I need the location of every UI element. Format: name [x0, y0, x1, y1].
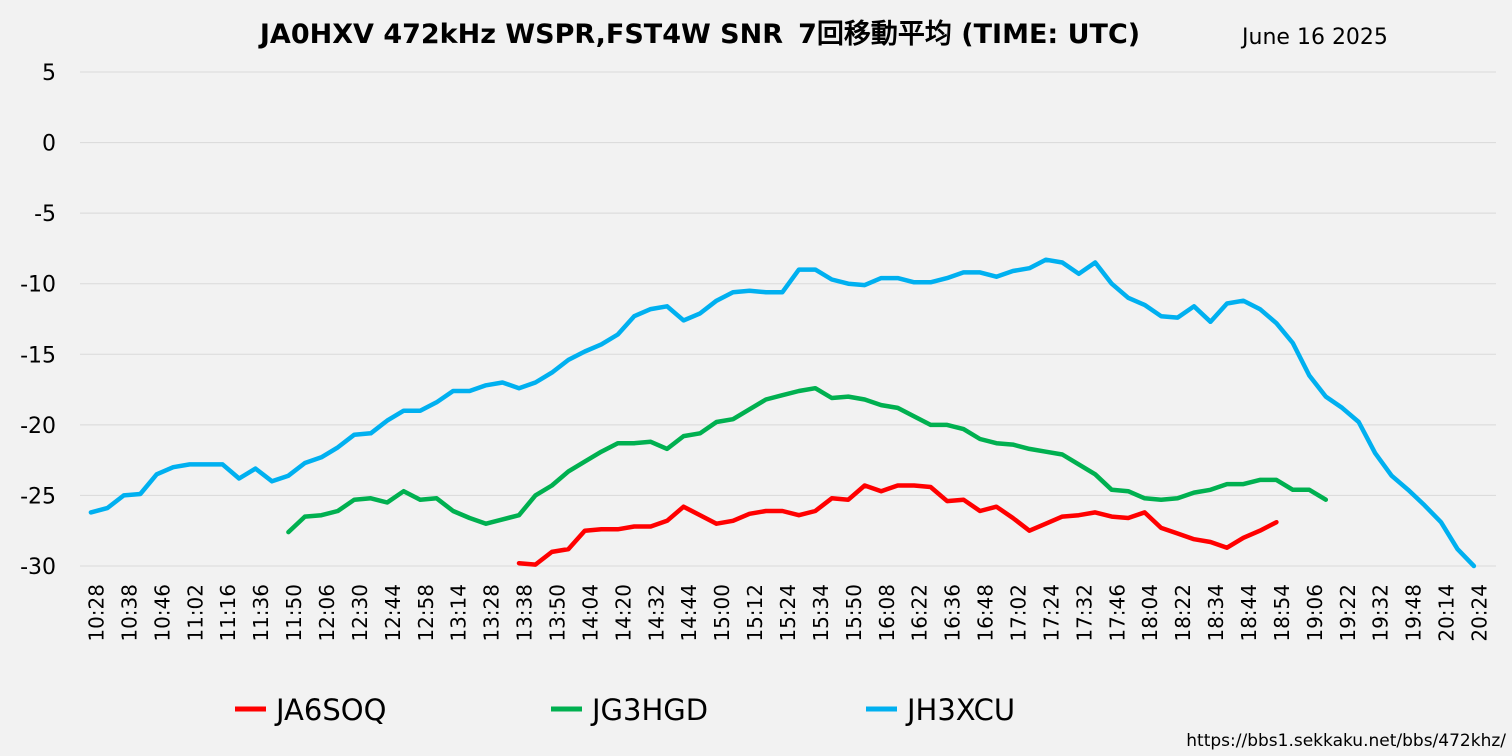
x-tick-label: 20:24: [1468, 584, 1492, 642]
x-axis-ticks: 10:28 10:38 10:46 11:02 11:16 11:36 11:50 12:06…: [84, 584, 1491, 642]
y-tick-label: 0: [42, 132, 56, 157]
x-tick-label: 15:34: [809, 584, 833, 642]
x-tick-label: 13:28: [480, 584, 504, 642]
chart-title-main: JA0HXV 472kHz WSPR,FST4W SNR: [258, 19, 783, 50]
y-axis-ticks: 5 0 -5 -10 -15 -20 -25 -30: [20, 61, 56, 580]
x-tick-label: 17:02: [1007, 584, 1031, 642]
legend-label-jg3hgd: JG3HGD: [590, 693, 708, 727]
series-line-ja6soq: [516, 483, 1279, 567]
chart-title-suffix: 7回移動平均 (TIME: UTC): [798, 19, 1140, 50]
x-tick-label: 11:36: [249, 584, 273, 642]
x-tick-label: 16:22: [908, 584, 932, 642]
x-tick-label: 18:22: [1171, 584, 1195, 642]
y-tick-label: -15: [20, 343, 56, 368]
legend: JA6SOQ JG3HGD JH3XCU: [235, 693, 1015, 727]
x-tick-label: 10:46: [150, 584, 174, 642]
x-tick-label: 13:14: [447, 584, 471, 642]
x-tick-label: 15:00: [710, 584, 734, 642]
y-tick-label: -30: [20, 555, 56, 580]
x-tick-label: 17:32: [1072, 584, 1096, 642]
x-tick-label: 15:24: [776, 584, 800, 642]
x-tick-label: 12:06: [315, 584, 339, 642]
x-tick-label: 11:50: [282, 584, 306, 642]
legend-label-jh3xcu: JH3XCU: [905, 693, 1015, 727]
series-lines: [88, 257, 1477, 569]
x-tick-label: 10:28: [84, 584, 108, 642]
y-tick-label: -10: [20, 273, 56, 298]
x-tick-label: 20:14: [1435, 584, 1459, 642]
chart-date: June 16 2025: [1240, 25, 1388, 50]
x-tick-label: 13:50: [545, 584, 569, 642]
y-tick-label: -25: [20, 484, 56, 509]
x-tick-label: 10:38: [117, 584, 141, 642]
x-tick-label: 14:32: [644, 584, 668, 642]
x-tick-label: 14:20: [611, 584, 635, 642]
series-line-jh3xcu: [88, 257, 1477, 569]
x-tick-label: 12:58: [414, 584, 438, 642]
series-line-jg3hgd: [286, 385, 1329, 535]
x-tick-label: 12:30: [348, 584, 372, 642]
x-tick-label: 17:24: [1039, 584, 1063, 642]
x-tick-label: 13:38: [513, 584, 537, 642]
y-tick-label: -20: [20, 414, 56, 439]
x-tick-label: 19:32: [1369, 584, 1393, 642]
x-tick-label: 19:48: [1402, 584, 1426, 642]
x-tick-label: 18:44: [1237, 584, 1261, 642]
x-tick-label: 16:08: [875, 584, 899, 642]
x-tick-label: 19:22: [1336, 584, 1360, 642]
y-tick-label: 5: [42, 61, 56, 86]
x-tick-label: 14:04: [578, 584, 602, 642]
x-tick-label: 11:02: [183, 584, 207, 642]
x-tick-label: 19:06: [1303, 584, 1327, 642]
source-url: https://bbs1.sekkaku.net/bbs/472khz/: [1186, 731, 1506, 751]
chart-title: JA0HXV 472kHz WSPR,FST4W SNR 7回移動平均 (TIM…: [258, 19, 1140, 50]
x-tick-label: 15:12: [743, 584, 767, 642]
legend-label-ja6soq: JA6SOQ: [274, 693, 386, 727]
x-tick-label: 14:44: [677, 584, 701, 642]
x-tick-label: 16:36: [941, 584, 965, 642]
x-tick-label: 12:44: [381, 584, 405, 642]
y-tick-label: -5: [34, 202, 56, 227]
x-tick-label: 18:54: [1270, 584, 1294, 642]
grid: [80, 71, 1496, 567]
x-tick-label: 18:34: [1204, 584, 1228, 642]
x-tick-label: 17:46: [1105, 584, 1129, 642]
x-tick-label: 16:48: [974, 584, 998, 642]
x-tick-label: 18:04: [1138, 584, 1162, 642]
x-tick-label: 11:16: [216, 584, 240, 642]
x-tick-label: 15:50: [842, 584, 866, 642]
